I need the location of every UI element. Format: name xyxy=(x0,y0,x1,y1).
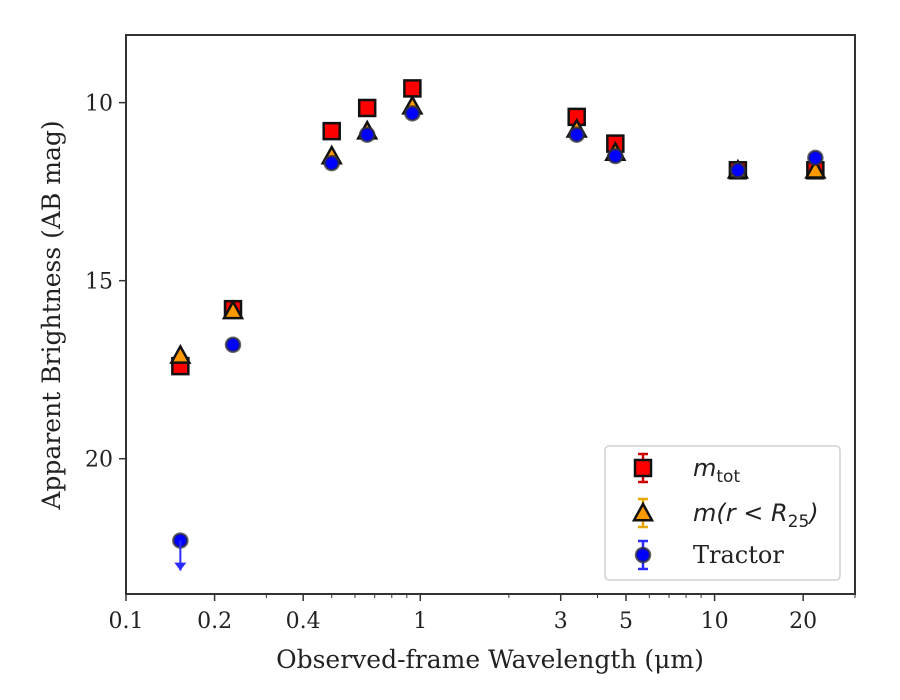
x-tick-label: 10 xyxy=(701,609,729,634)
legend-label: m(r < R25) xyxy=(693,499,819,532)
square-point xyxy=(322,121,341,141)
y-tick-label: 15 xyxy=(85,270,113,295)
circle-point xyxy=(807,149,824,167)
circle-point xyxy=(568,126,585,143)
circle-point xyxy=(404,105,421,122)
triangle-point xyxy=(804,158,827,179)
legend-triangle-marker xyxy=(631,501,655,522)
upper-limit-arrowhead xyxy=(174,562,187,571)
x-tick-label: 0.4 xyxy=(286,609,321,634)
plot-frame xyxy=(125,34,856,595)
circle-point xyxy=(607,147,624,165)
circle-point xyxy=(224,336,242,354)
x-tick-label: 0.2 xyxy=(197,609,232,634)
circle-point xyxy=(358,126,376,143)
y-tick-label: 20 xyxy=(85,448,113,473)
triangle-point xyxy=(221,299,245,320)
square-point xyxy=(357,98,377,118)
x-tick-label: 5 xyxy=(619,609,633,634)
data-points xyxy=(169,79,827,571)
legend-square-marker xyxy=(633,458,653,478)
circle-point xyxy=(729,162,747,179)
y-tick-label: 10 xyxy=(85,92,113,117)
circle-point xyxy=(323,154,340,172)
y-axis-label: Apparent Brightness (AB mag) xyxy=(37,120,66,510)
square-point xyxy=(403,79,422,98)
legend-label: mtot xyxy=(693,454,740,487)
triangle-point xyxy=(169,343,192,364)
x-tick-label: 20 xyxy=(789,609,817,634)
legend-box xyxy=(604,445,841,581)
x-axis-label: Observed-frame Wavelength (μm) xyxy=(276,645,704,674)
legend-label: Tractor xyxy=(693,541,784,569)
legend-circle-marker xyxy=(634,546,652,564)
x-tick-label: 1 xyxy=(413,609,427,634)
x-tick-label: 3 xyxy=(554,609,568,634)
legend: mtot m(r < R25) Tractor xyxy=(604,445,841,581)
axis-ticks: 0.1 0.2 0.4 1 3 5 10 20 10 15 20 xyxy=(85,92,856,634)
x-tick-label: 0.1 xyxy=(109,609,144,634)
